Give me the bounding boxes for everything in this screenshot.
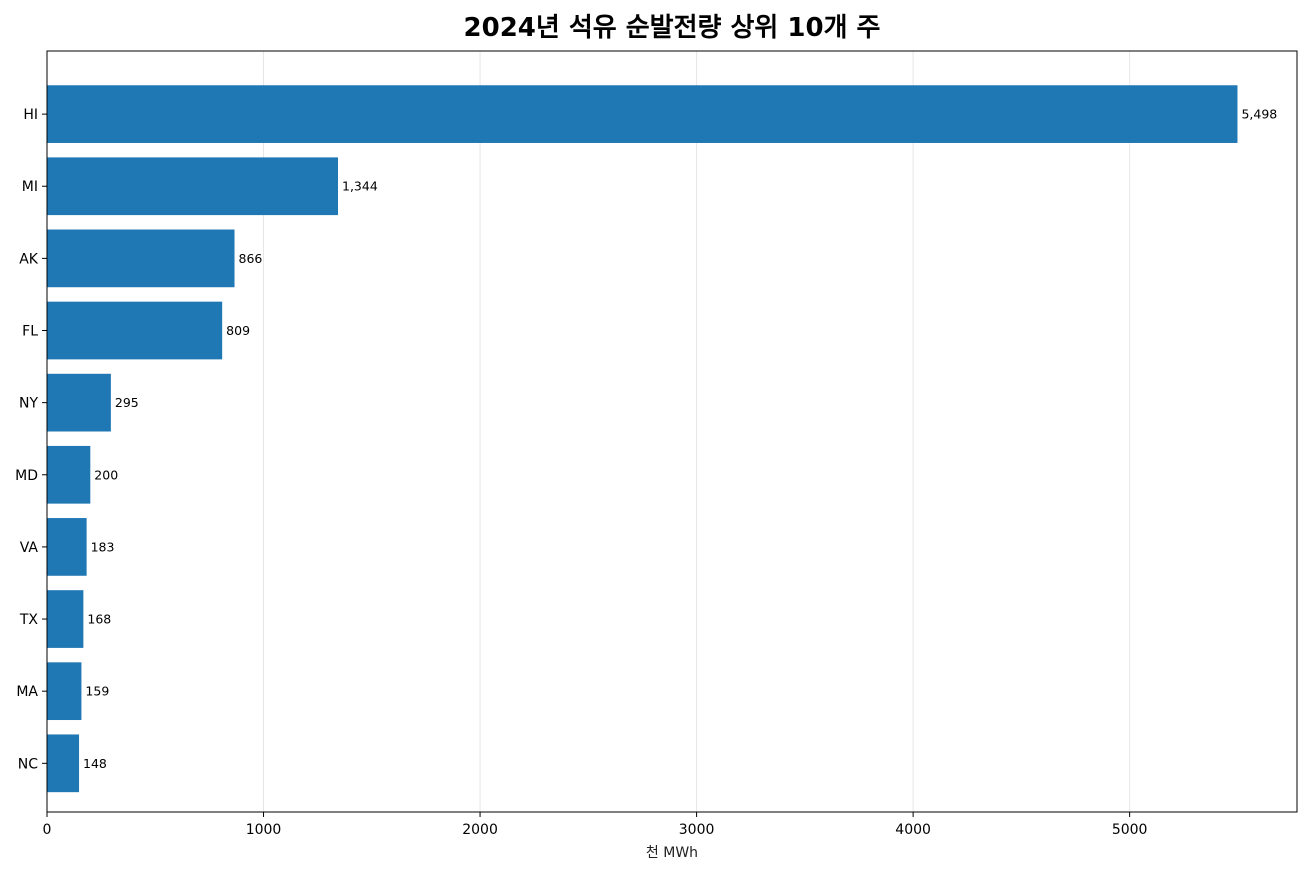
- x-tick-label-4000: 4000: [895, 822, 931, 838]
- x-tick-label-5000: 5000: [1112, 822, 1148, 838]
- data-labels-layer: 5,498 1,344 866 809 295 200 183 168 159 148: [83, 107, 1277, 771]
- bars-layer: [47, 85, 1238, 793]
- bar-ak: [47, 229, 235, 288]
- y-tick-label-ny: NY: [19, 396, 38, 412]
- y-tick-label-ak: AK: [19, 251, 39, 267]
- y-tick-label-hi: HI: [23, 107, 38, 123]
- bar-md: [47, 445, 91, 504]
- x-tick-label-2000: 2000: [462, 822, 498, 838]
- x-tick-label-0: 0: [43, 822, 52, 838]
- y-tick-label-nc: NC: [18, 756, 38, 772]
- x-tick-label-3000: 3000: [679, 822, 715, 838]
- x-tick-label-1000: 1000: [246, 822, 282, 838]
- bar-nc: [47, 734, 80, 793]
- data-label-mi: 1,344: [342, 179, 378, 194]
- bar-ny: [47, 373, 111, 432]
- bar-hi: [47, 85, 1238, 143]
- y-tick-label-md: MD: [15, 468, 38, 484]
- bar-ma: [47, 662, 82, 721]
- data-label-ma: 159: [85, 684, 109, 699]
- bar-fl: [47, 301, 223, 360]
- y-tick-label-ma: MA: [16, 684, 38, 700]
- data-label-fl: 809: [226, 323, 250, 338]
- plot-frame: [46, 50, 1298, 813]
- y-tick-label-va: VA: [20, 540, 39, 556]
- data-label-ak: 866: [239, 251, 263, 266]
- data-label-md: 200: [94, 467, 118, 482]
- y-tick-label-fl: FL: [22, 324, 38, 340]
- axes-layer: HI MI AK FL NY MD VA TX MA NC 0 1000 2000 3000 4000 500…: [15, 50, 1298, 838]
- data-label-ny: 295: [115, 395, 139, 410]
- chart-title: 2024년 석유 순발전량 상위 10개 주: [464, 13, 881, 43]
- bar-va: [47, 518, 87, 576]
- data-label-tx: 168: [87, 612, 111, 627]
- bar-mi: [47, 157, 339, 216]
- x-axis-title: 천 MWh: [646, 845, 698, 861]
- bar-tx: [47, 590, 84, 648]
- data-label-nc: 148: [83, 756, 107, 771]
- y-tick-label-tx: TX: [19, 612, 39, 628]
- y-tick-label-mi: MI: [22, 179, 38, 195]
- data-label-va: 183: [91, 539, 115, 554]
- data-label-hi: 5,498: [1241, 107, 1277, 122]
